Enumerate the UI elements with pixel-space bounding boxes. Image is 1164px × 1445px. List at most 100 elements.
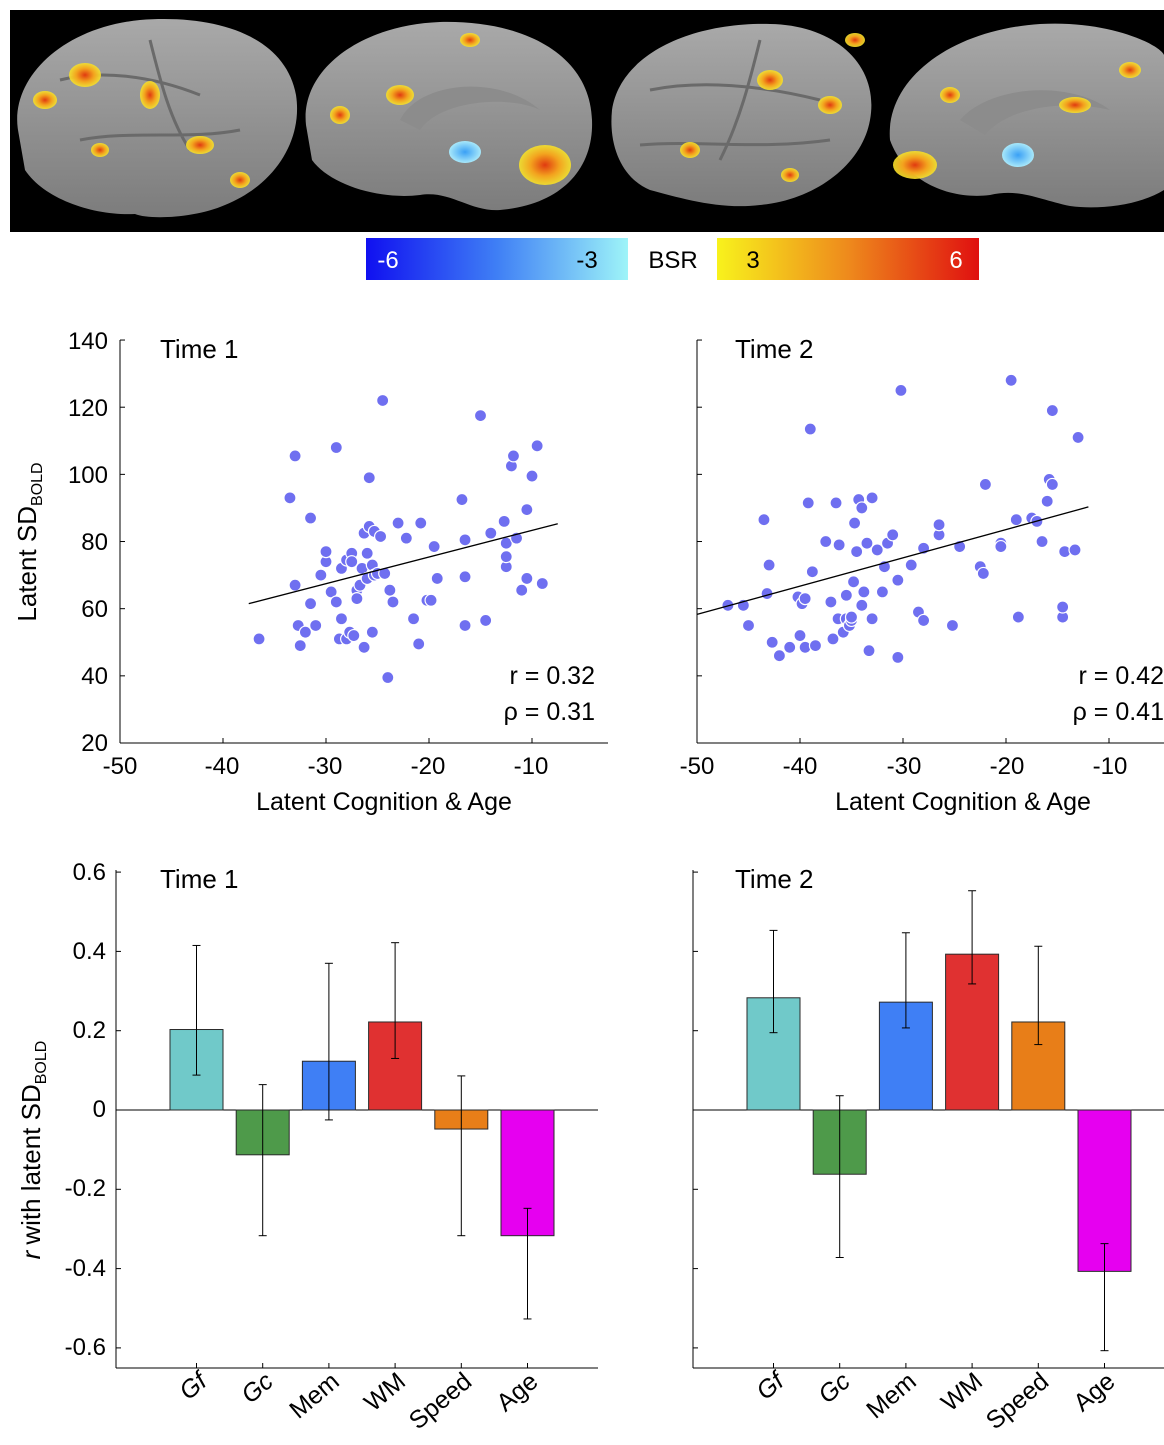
scatter2-point [1040, 494, 1054, 508]
scatter1-point [319, 544, 333, 559]
scatter2-point [793, 628, 807, 643]
scatter2-point [1009, 513, 1023, 527]
scatter1-point [252, 632, 266, 646]
scatter1-point [365, 625, 379, 639]
scatter1-point [391, 516, 405, 530]
scatter2-point [847, 516, 862, 530]
scatter1-point [288, 578, 302, 592]
scatter2-point [916, 613, 931, 628]
scatter1-point [455, 492, 469, 507]
scatter2-point [846, 575, 861, 589]
colorbar-tick-neg3: -3 [576, 247, 597, 274]
scatter1-point [414, 516, 428, 530]
bar1-category-label: Age [491, 1367, 543, 1417]
scatter1-point [373, 529, 388, 544]
scatter2-point [765, 635, 779, 649]
bar1-ytick: 0.2 [73, 1017, 106, 1044]
scatter2-point [945, 618, 960, 633]
scatter2-point [783, 640, 797, 654]
scatter2-stat-rho: ρ = 0.41 [1073, 698, 1164, 726]
brain-lateral-right [611, 23, 872, 207]
scatter1-xtick: -20 [411, 753, 446, 780]
bar2-category-label: Mem [861, 1367, 922, 1424]
bar1-ytick: 0 [93, 1096, 106, 1123]
scatter1-point [499, 550, 513, 564]
scatter1-point [298, 625, 312, 639]
scatter2-point [808, 639, 823, 653]
scatter-y-label-sub: BOLD [29, 462, 46, 506]
scatter2-point [1035, 534, 1049, 549]
bar1-ytick: -0.4 [65, 1255, 106, 1282]
scatter2-point [803, 422, 817, 436]
scatter1-point [412, 637, 426, 651]
scatter1-point [303, 597, 318, 611]
scatter2-point [824, 595, 838, 609]
scatter1-point [288, 449, 302, 463]
bar-time1: -0.6 -0.4 -0.2 0 0.2 0.4 0.6 Time 1 Gf Gc… [65, 859, 598, 1435]
scatter1-point [530, 439, 544, 453]
scatter2-point [1056, 600, 1070, 614]
scatter1-point [334, 612, 349, 626]
scatter1-stat-rho: ρ = 0.31 [504, 698, 595, 726]
scatter2-point [904, 558, 918, 572]
scatter-time1: -50 -40 -30 -20 -10 20 40 60 80 100 120 … [68, 328, 608, 816]
scatter1-point [347, 628, 361, 643]
scatter2-point [772, 649, 787, 663]
scatter1-point [376, 393, 390, 408]
scatter1-x-label: Latent Cognition & Age [256, 788, 512, 816]
colorbar-label: BSR [648, 247, 697, 274]
scatter2-point [865, 491, 879, 505]
scatter1-y-ticks: 20 40 60 80 100 120 140 [68, 328, 108, 757]
scatter2-x-label: Latent Cognition & Age [835, 788, 1091, 816]
colorbar: -6 -3 BSR 3 6 [366, 238, 979, 280]
scatter2-point [978, 477, 993, 492]
bar1-y-ticks: -0.6 -0.4 -0.2 0 0.2 0.4 0.6 [65, 859, 106, 1361]
scatter2-point [886, 528, 900, 542]
scatter2-point [1011, 610, 1025, 624]
bar-y-label: r with latent SDBOLD [16, 1041, 50, 1260]
scatter2-point [1004, 373, 1018, 387]
scatter1-ytick: 120 [68, 395, 108, 422]
bar2-category-label: Speed [981, 1367, 1054, 1435]
scatter1-point [357, 640, 371, 654]
scatter1-point [458, 533, 472, 547]
scatter1-point [525, 469, 539, 483]
scatter2-point [855, 598, 869, 612]
bar2-category-label: Gf [751, 1365, 792, 1405]
scatter1-point [386, 595, 400, 609]
scatter2-point [865, 612, 879, 626]
scatter1-ytick: 40 [81, 663, 108, 690]
scatter2-point [844, 610, 859, 624]
bar1-category-label: Mem [284, 1367, 345, 1424]
bar2-category-label: Gc [813, 1367, 856, 1409]
scatter2-point [862, 644, 876, 658]
scatter1-ytick: 20 [81, 730, 108, 757]
scatter1-point [381, 670, 395, 685]
scatter2-point [870, 543, 884, 557]
scatter2-xtick: -20 [990, 753, 1025, 780]
scatter2-point [762, 558, 776, 572]
scatter1-point [535, 576, 549, 591]
scatter2-point [1045, 403, 1059, 418]
scatter1-point [424, 593, 438, 607]
scatter2-point [891, 573, 905, 587]
bar1-category-label: Speed [404, 1367, 477, 1435]
scatter2-point [894, 383, 908, 398]
scatter2-point [994, 539, 1008, 554]
scatter2-point [805, 565, 819, 579]
scatter-y-label-main: Latent SD [12, 506, 42, 622]
scatter2-point [850, 544, 864, 559]
bar1-ytick: 0.6 [73, 859, 106, 886]
scatter1-point [283, 491, 297, 505]
bar2-category-label: WM [936, 1367, 988, 1417]
scatter2-marks [696, 339, 1110, 744]
scatter1-ytick: 140 [68, 328, 108, 355]
bar2-category-label: Age [1068, 1367, 1120, 1417]
scatter1-point [399, 531, 413, 545]
scatter2-stat-r: r = 0.42 [1079, 662, 1164, 690]
scatter1-point [293, 639, 307, 653]
scatter2-point [857, 585, 871, 599]
bar-y-label-prefix: r [16, 1249, 46, 1259]
bar-y-label-sub: BOLD [33, 1041, 50, 1085]
bar1-category-label: WM [359, 1367, 411, 1417]
